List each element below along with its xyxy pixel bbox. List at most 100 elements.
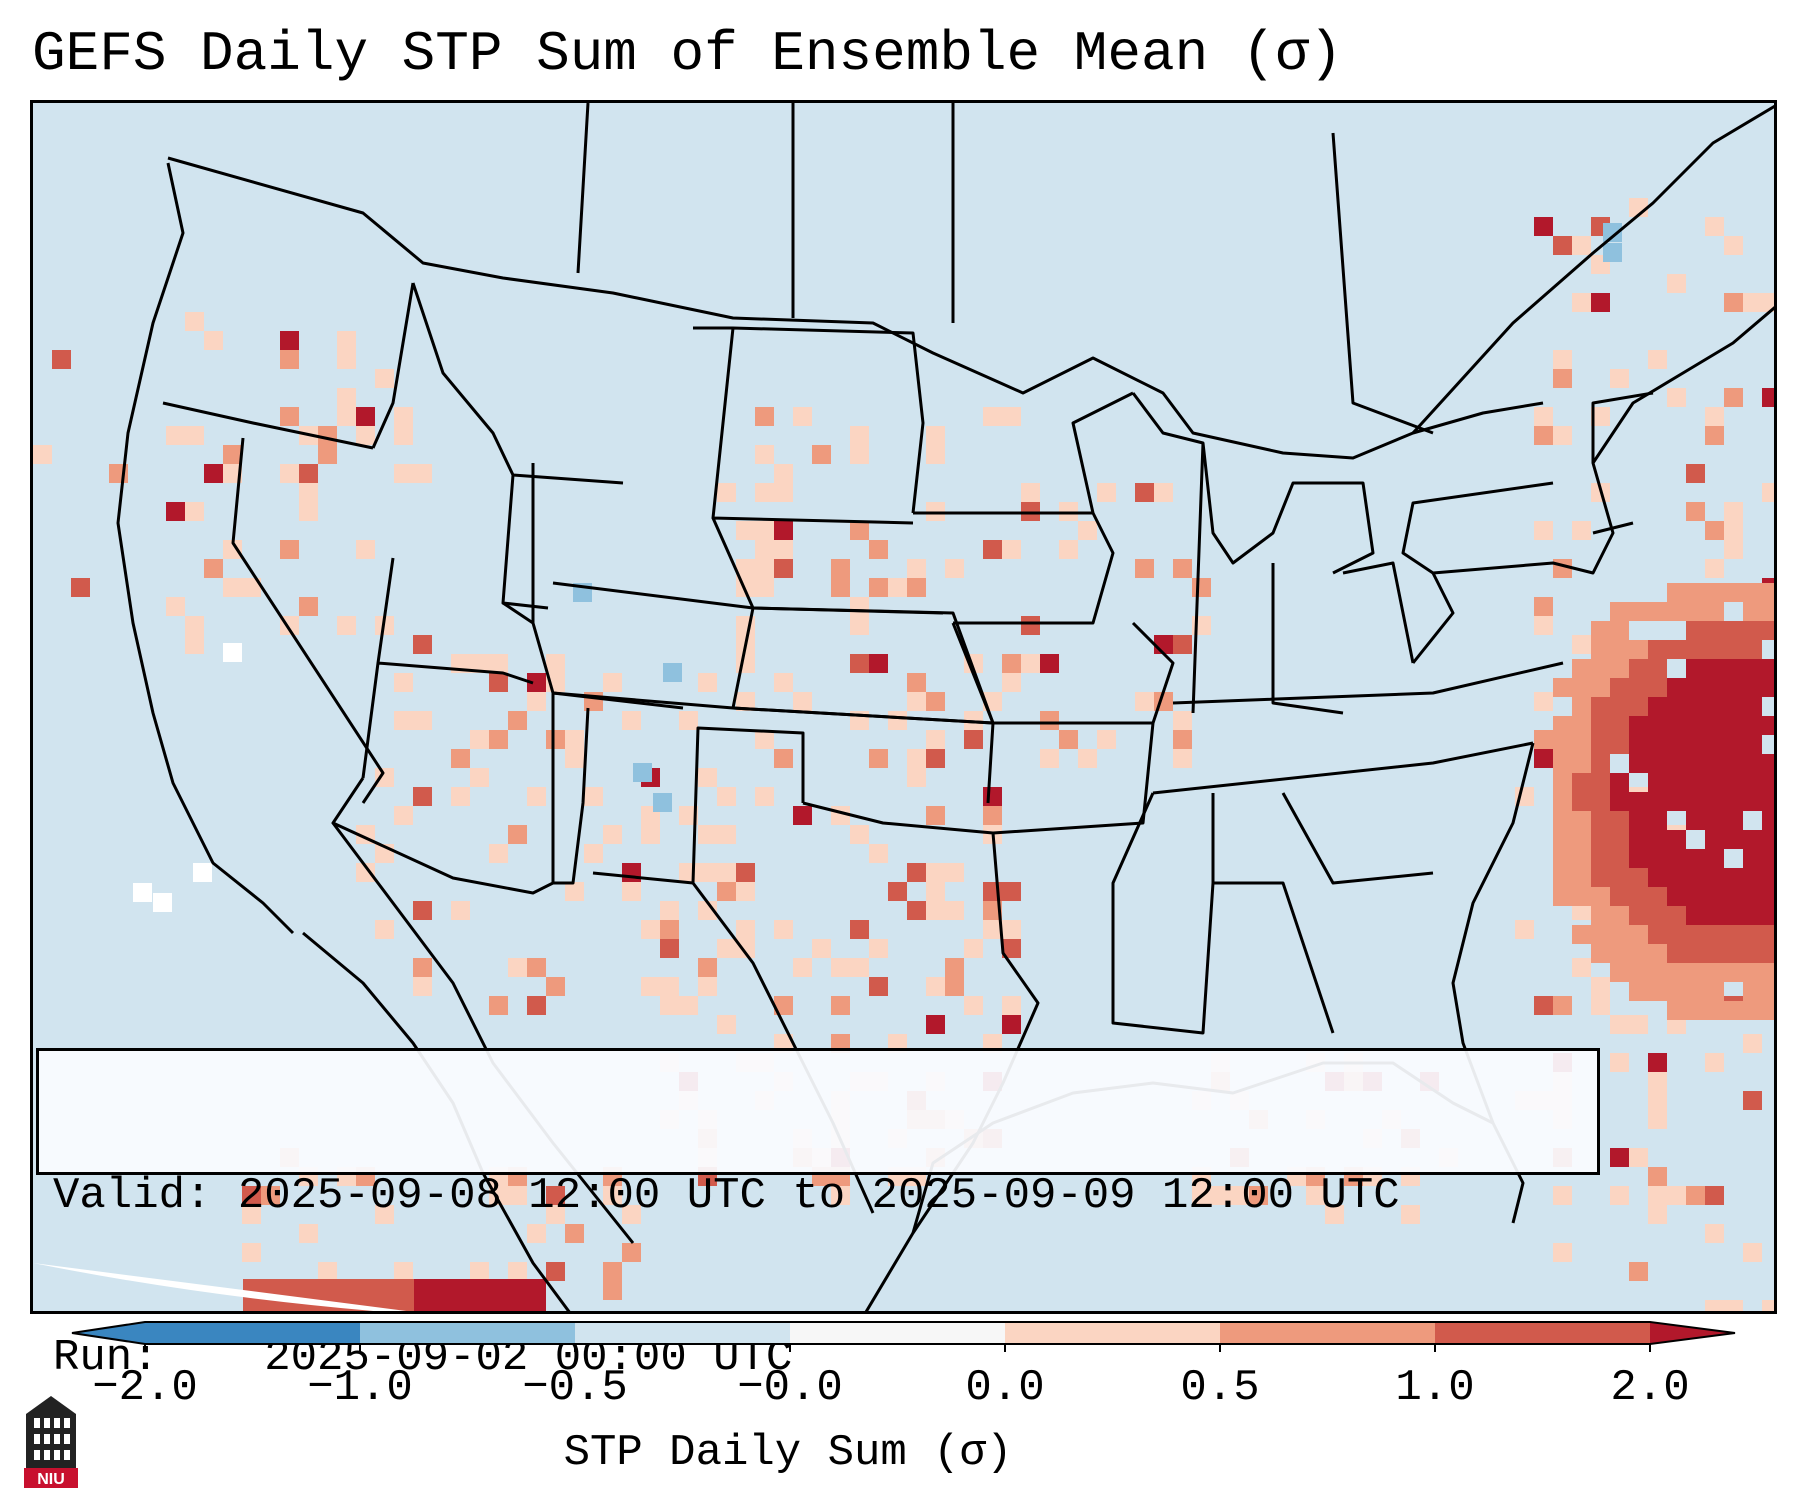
anomaly-cell: [907, 673, 926, 692]
anomaly-cell: [888, 882, 907, 901]
anomaly-cell: [413, 635, 432, 654]
missing-cell: [223, 643, 242, 662]
anomaly-cell: [926, 901, 945, 920]
anomaly-cell: [1059, 730, 1078, 749]
anomaly-cell: [1021, 654, 1040, 673]
anomaly-cell: [280, 331, 299, 350]
anomaly-cell: [1648, 602, 1667, 621]
anomaly-cell: [1705, 735, 1724, 754]
colorbar-tick-label: −0.0: [737, 1363, 843, 1413]
anomaly-cell: [1743, 887, 1762, 906]
anomaly-cell: [299, 464, 318, 483]
anomaly-cell: [1553, 735, 1572, 754]
colorbar-label: STP Daily Sum (σ): [563, 1428, 1013, 1478]
anomaly-cell: [1724, 887, 1743, 906]
anomaly-cell: [1572, 958, 1591, 977]
anomaly-cell: [717, 1015, 736, 1034]
anomaly-cell: [850, 445, 869, 464]
anomaly-cell: [1002, 920, 1021, 939]
anomaly-cell: [907, 578, 926, 597]
anomaly-cell: [926, 863, 945, 882]
anomaly-cell: [736, 863, 755, 882]
anomaly-cell: [774, 559, 793, 578]
anomaly-cell: [1610, 735, 1629, 754]
anomaly-cell: [451, 901, 470, 920]
ut-co-wy: [502, 463, 684, 710]
anomaly-cell: [223, 445, 242, 464]
anomaly-cell: [793, 692, 812, 711]
anomaly-cell: [1553, 830, 1572, 849]
anomaly-cell: [736, 939, 755, 958]
anomaly-cell: [850, 920, 869, 939]
anomaly-cell: [1173, 559, 1192, 578]
anomaly-cell: [1553, 236, 1572, 255]
anomaly-cell: [1591, 977, 1610, 996]
anomaly-cell: [1572, 792, 1591, 811]
anomaly-cell: [1686, 982, 1705, 1001]
anomaly-cell: [1591, 716, 1610, 735]
anomaly-cell: [413, 1298, 432, 1311]
anomaly-cell: [1705, 1053, 1724, 1072]
colorbar-max-extend: [1650, 1322, 1735, 1344]
anomaly-cell: [1686, 697, 1705, 716]
anomaly-cell: [1192, 578, 1211, 597]
anomaly-cell: [1553, 350, 1572, 369]
anomaly-cell: [603, 1186, 622, 1205]
anomaly-cell: [166, 502, 185, 521]
anomaly-cell: [1648, 887, 1667, 906]
anomaly-cell: [698, 901, 717, 920]
anomaly-cell: [1591, 792, 1610, 811]
anomaly-cell: [907, 692, 926, 711]
anomaly-cell: [1572, 754, 1591, 773]
anomaly-cell: [1705, 944, 1724, 963]
anomaly-cell: [755, 578, 774, 597]
anomaly-cell: [1686, 963, 1705, 982]
anomaly-cell: [1724, 388, 1743, 407]
anomaly-cell: [470, 1262, 489, 1281]
anomaly-cell: [755, 407, 774, 426]
anomaly-cell: [1724, 502, 1743, 521]
anomaly-cell: [679, 996, 698, 1015]
anomaly-cell: [1705, 1300, 1724, 1311]
anomaly-cell: [1572, 868, 1591, 887]
id-mt-wy: [411, 282, 624, 610]
anomaly-cell: [1648, 1205, 1667, 1224]
anomaly-cell: [1667, 388, 1686, 407]
anomaly-cell: [1629, 944, 1648, 963]
anomaly-cell: [1648, 640, 1667, 659]
anomaly-cell: [1002, 996, 1021, 1015]
anomaly-cell: [698, 673, 717, 692]
valid-value: 2025-09-08 12:00 UTC to 2025-09-09 12:00…: [237, 1171, 1400, 1221]
anomaly-cell: [850, 616, 869, 635]
anomaly-cell: [1401, 1205, 1420, 1224]
anomaly-cell: [546, 1262, 565, 1281]
anomaly-cell: [1686, 1186, 1705, 1205]
anomaly-cell: [1629, 754, 1648, 773]
anomaly-cell: [869, 977, 888, 996]
anomaly-cell: [1762, 887, 1774, 906]
anomaly-cell: [1762, 1300, 1774, 1311]
anomaly-cell: [1743, 621, 1762, 640]
anomaly-cell: [565, 730, 584, 749]
anomaly-cell: [470, 1298, 489, 1311]
anomaly-cell: [1572, 887, 1591, 906]
anomaly-cell: [1572, 236, 1591, 255]
anomaly-cell: [1743, 640, 1762, 659]
anomaly-cell: [527, 1298, 546, 1311]
anomaly-cell: [185, 502, 204, 521]
colorbar-tick-label: −1.0: [307, 1363, 413, 1413]
anomaly-cell: [1572, 811, 1591, 830]
anomaly-cell: [1724, 659, 1743, 678]
anomaly-cell: [1610, 369, 1629, 388]
anomaly-cell: [907, 559, 926, 578]
anomaly-cell: [1762, 388, 1774, 407]
anomaly-cell: [1686, 640, 1705, 659]
anomaly-cell: [945, 559, 964, 578]
anomaly-cell: [1743, 754, 1762, 773]
anomaly-cell: [1705, 925, 1724, 944]
anomaly-cell: [1724, 963, 1743, 982]
anomaly-cell: [831, 578, 850, 597]
anomaly-cell: [1705, 906, 1724, 925]
anomaly-cell: [1610, 640, 1629, 659]
anomaly-cell: [546, 977, 565, 996]
